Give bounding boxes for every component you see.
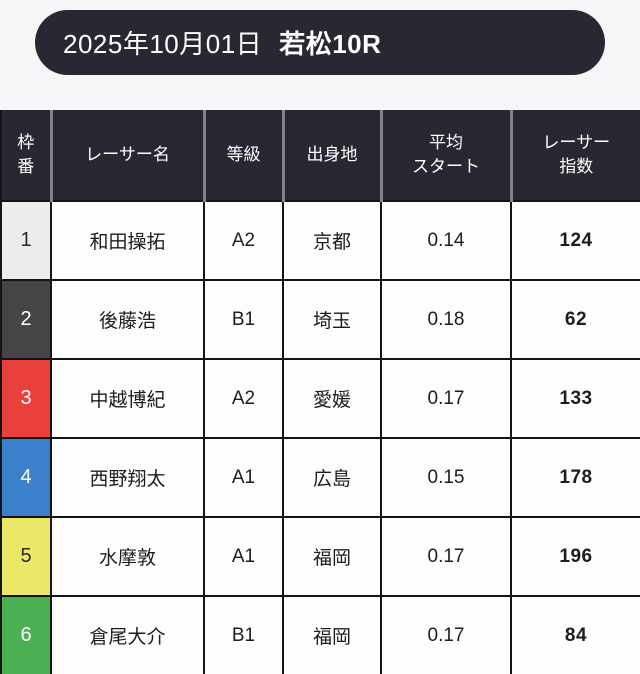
avg-start-cell: 0.17	[380, 358, 512, 439]
origin-cell: 広島	[282, 437, 382, 518]
class-cell: A2	[203, 358, 284, 439]
racer-table: 枠 番 レーサー名 等級 出身地 平均 スタート レーサー 指数 1 和田操拓 …	[0, 110, 640, 674]
class-cell: A2	[203, 200, 284, 281]
racer-name-cell: 水摩敦	[50, 516, 205, 597]
race-name: 若松10R	[279, 29, 382, 59]
racer-name-cell: 中越博紀	[50, 358, 205, 439]
frame-number-cell: 6	[0, 595, 52, 674]
racer-index-cell: 124	[510, 200, 640, 281]
avg-start-cell: 0.14	[380, 200, 512, 281]
table-row: 1 和田操拓 A2 京都 0.14 124	[0, 200, 640, 281]
origin-cell: 埼玉	[282, 279, 382, 360]
frame-number-cell: 5	[0, 516, 52, 597]
table-row: 4 西野翔太 A1 広島 0.15 178	[0, 437, 640, 518]
column-header-avg-start: 平均 スタート	[379, 110, 511, 202]
column-header-index: レーサー 指数	[509, 110, 640, 202]
frame-number-cell: 2	[0, 279, 52, 360]
column-header-origin: 出身地	[281, 110, 381, 202]
avg-start-cell: 0.18	[380, 279, 512, 360]
race-title-bar: 2025年10月01日 若松10R	[35, 10, 605, 75]
racer-index-cell: 62	[510, 279, 640, 360]
racer-index-cell: 196	[510, 516, 640, 597]
origin-cell: 福岡	[282, 595, 382, 674]
frame-number-cell: 1	[0, 200, 52, 281]
column-header-frame: 枠 番	[0, 110, 51, 202]
column-header-name: レーサー名	[49, 110, 204, 202]
table-row: 2 後藤浩 B1 埼玉 0.18 62	[0, 279, 640, 360]
racer-table-header: 枠 番 レーサー名 等級 出身地 平均 スタート レーサー 指数	[0, 110, 640, 202]
frame-number-cell: 3	[0, 358, 52, 439]
racer-name-cell: 後藤浩	[50, 279, 205, 360]
racer-index-cell: 84	[510, 595, 640, 674]
table-row: 3 中越博紀 A2 愛媛 0.17 133	[0, 358, 640, 439]
class-cell: B1	[203, 595, 284, 674]
racer-name-cell: 和田操拓	[50, 200, 205, 281]
avg-start-cell: 0.17	[380, 516, 512, 597]
racer-index-cell: 133	[510, 358, 640, 439]
origin-cell: 福岡	[282, 516, 382, 597]
class-cell: A1	[203, 516, 284, 597]
frame-number-cell: 4	[0, 437, 52, 518]
race-date: 2025年10月01日	[63, 29, 263, 59]
table-row: 5 水摩敦 A1 福岡 0.17 196	[0, 516, 640, 597]
column-header-class: 等級	[202, 110, 283, 202]
class-cell: A1	[203, 437, 284, 518]
avg-start-cell: 0.17	[380, 595, 512, 674]
table-row: 6 倉尾大介 B1 福岡 0.17 84	[0, 595, 640, 674]
origin-cell: 京都	[282, 200, 382, 281]
origin-cell: 愛媛	[282, 358, 382, 439]
racer-name-cell: 西野翔太	[50, 437, 205, 518]
racer-name-cell: 倉尾大介	[50, 595, 205, 674]
class-cell: B1	[203, 279, 284, 360]
racer-index-cell: 178	[510, 437, 640, 518]
avg-start-cell: 0.15	[380, 437, 512, 518]
